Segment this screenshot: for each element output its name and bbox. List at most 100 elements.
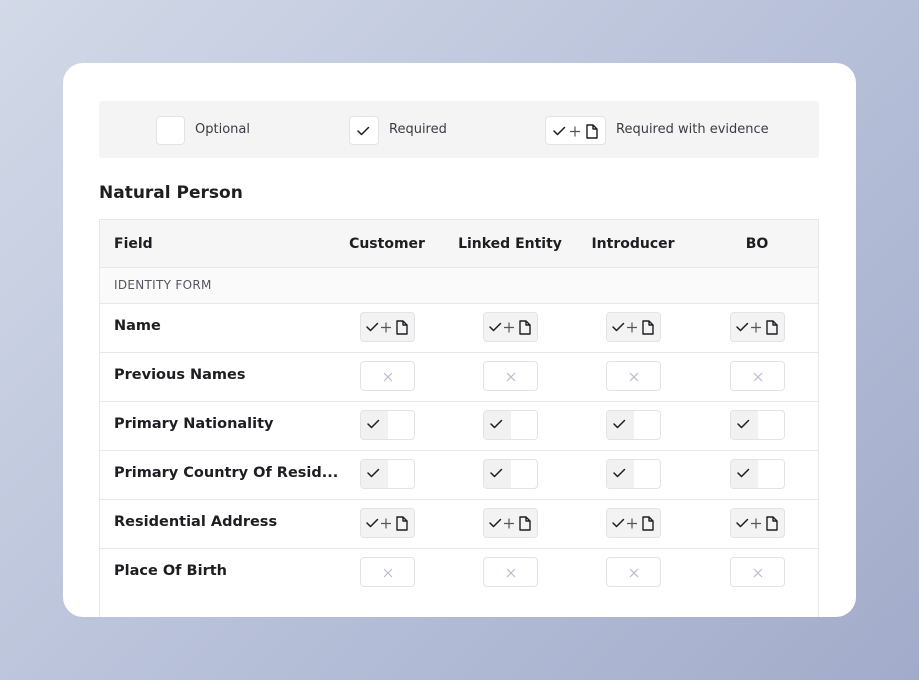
legend-label: Required with evidence — [616, 122, 769, 137]
status-badge — [360, 508, 415, 538]
check-icon — [737, 468, 750, 478]
status-badge — [360, 557, 415, 587]
check-icon — [357, 126, 370, 136]
cross-icon — [506, 372, 516, 382]
field-label: Name — [114, 318, 161, 334]
status-badge — [730, 410, 785, 440]
section-heading: Natural Person — [99, 183, 243, 203]
status-badge — [360, 410, 415, 440]
check-icon — [366, 518, 379, 528]
plus-icon — [751, 322, 761, 333]
icon — [613, 468, 626, 478]
plus-icon — [570, 126, 580, 137]
icon — [489, 516, 531, 531]
cross-icon — [753, 568, 763, 578]
column-header: BO — [745, 236, 769, 252]
legend: Optional Required Required with evidence — [99, 101, 819, 158]
status-badge — [483, 508, 538, 538]
status-badge — [606, 557, 661, 587]
field-label: Place Of Birth — [114, 563, 227, 579]
rowline — [100, 450, 818, 451]
check-icon — [367, 419, 380, 429]
status-badge — [360, 361, 415, 391]
column-header: Linked Entity — [458, 236, 562, 252]
check-icon — [489, 518, 502, 528]
plus-icon — [381, 322, 391, 333]
document-icon — [766, 320, 778, 335]
status-badge — [483, 459, 538, 489]
icon — [736, 320, 778, 335]
icon — [506, 568, 516, 578]
icon — [629, 568, 639, 578]
document-icon — [396, 516, 408, 531]
status-badge — [606, 410, 661, 440]
cross-icon — [383, 372, 393, 382]
icon — [553, 124, 598, 139]
document-icon — [586, 124, 598, 139]
plus-icon — [504, 518, 514, 529]
field-label: Residential Address — [114, 514, 278, 530]
status-badge — [730, 459, 785, 489]
status-badge — [360, 312, 415, 342]
icon — [629, 372, 639, 382]
table: Field Customer Linked Entity Introducer BO ID… — [99, 219, 819, 617]
rowline — [100, 548, 818, 549]
icon — [736, 516, 778, 531]
check-icon — [553, 126, 566, 136]
check-icon — [736, 518, 749, 528]
column-header: Introducer — [591, 236, 675, 252]
icon — [612, 516, 654, 531]
status-badge — [483, 361, 538, 391]
plus-icon — [504, 322, 514, 333]
status-badge — [360, 459, 415, 489]
cross-icon — [629, 372, 639, 382]
check-icon — [367, 468, 380, 478]
document-icon — [642, 516, 654, 531]
cross-icon — [753, 372, 763, 382]
icon — [490, 468, 503, 478]
icon — [737, 419, 750, 429]
rowline — [100, 499, 818, 500]
document-icon — [519, 516, 531, 531]
document-icon — [642, 320, 654, 335]
status-badge — [606, 459, 661, 489]
icon — [367, 419, 380, 429]
legend-swatch-optional — [156, 116, 185, 145]
document-icon — [519, 320, 531, 335]
check-icon — [613, 419, 626, 429]
status-badge — [730, 312, 785, 342]
check-icon — [490, 419, 503, 429]
check-icon — [736, 322, 749, 332]
check-icon — [366, 322, 379, 332]
plus-icon — [381, 518, 391, 529]
check-icon — [612, 322, 625, 332]
group-row — [100, 268, 818, 303]
check-icon — [737, 419, 750, 429]
icon — [612, 320, 654, 335]
icon — [753, 568, 763, 578]
legend-swatch-required — [349, 116, 379, 145]
cross-icon — [383, 568, 393, 578]
card: Optional Required Required with evidence N… — [63, 63, 856, 617]
status-badge — [483, 410, 538, 440]
status-badge — [483, 557, 538, 587]
status-badge — [606, 508, 661, 538]
rowline — [100, 401, 818, 402]
icon — [357, 126, 370, 136]
icon — [383, 372, 393, 382]
plus-icon — [627, 322, 637, 333]
rowline — [100, 352, 818, 353]
icon — [383, 568, 393, 578]
check-icon — [490, 468, 503, 478]
plus-icon — [627, 518, 637, 529]
column-header: Customer — [349, 236, 425, 252]
status-badge — [730, 557, 785, 587]
status-badge — [483, 312, 538, 342]
plus-icon — [751, 518, 761, 529]
cross-icon — [506, 568, 516, 578]
field-label: Primary Country Of Resid... — [114, 465, 339, 481]
document-icon — [766, 516, 778, 531]
status-badge — [606, 312, 661, 342]
icon — [366, 320, 408, 335]
